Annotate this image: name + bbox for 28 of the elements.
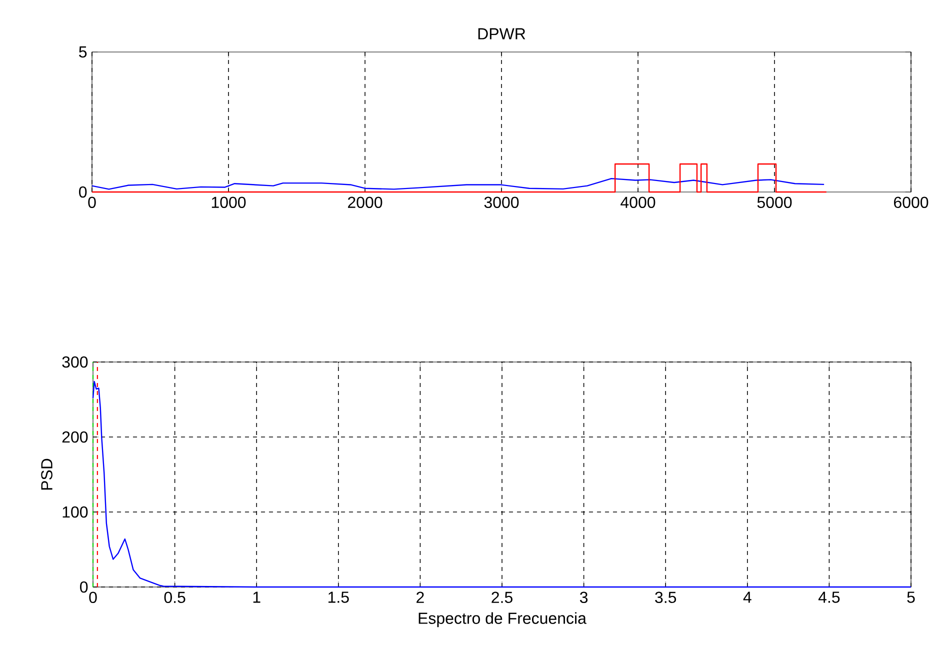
x-tick-label: 0.5 <box>164 592 186 604</box>
y-tick-label: 0 <box>80 581 88 593</box>
y-axis-title: PSD <box>41 458 52 490</box>
x-tick-label: 5 <box>907 592 915 603</box>
x-tick-label: 4000 <box>620 196 656 208</box>
x-tick-label: 1000 <box>212 196 246 208</box>
y-tick-label: 5 <box>79 46 87 58</box>
x-tick-label: 1 <box>253 592 260 603</box>
x-tick-label: 4.5 <box>818 592 840 603</box>
y-tick-label: 0 <box>79 186 87 198</box>
y-tick-label: 300 <box>62 356 88 368</box>
x-tick-label: 2000 <box>348 196 382 208</box>
x-tick-label: 5000 <box>757 196 792 208</box>
x-tick-label: 0 <box>89 592 97 604</box>
x-tick-label: 3000 <box>484 196 519 208</box>
x-tick-label: 2 <box>416 592 424 603</box>
y-tick-label: 100 <box>62 506 88 518</box>
x-axis-title: Espectro de Frecuencia <box>418 612 586 628</box>
x-tick-label: 6000 <box>894 196 928 208</box>
x-tick-label: 1.5 <box>328 592 349 603</box>
x-tick-label: 3.5 <box>655 592 676 604</box>
chart-title: DPWR <box>478 28 526 40</box>
x-tick-label: 0 <box>88 196 96 208</box>
x-tick-label: 4 <box>743 592 752 603</box>
line-series <box>91 178 825 190</box>
x-tick-label: 3 <box>580 592 588 604</box>
y-tick-label: 200 <box>62 431 88 443</box>
x-tick-label: 2.5 <box>492 592 512 604</box>
